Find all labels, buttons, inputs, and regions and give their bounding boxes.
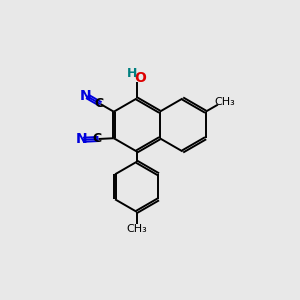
Text: H: H xyxy=(127,67,137,80)
Text: CH₃: CH₃ xyxy=(214,97,235,107)
Text: CH₃: CH₃ xyxy=(126,224,147,235)
Text: C: C xyxy=(94,97,103,110)
Text: O: O xyxy=(135,71,146,85)
Text: N: N xyxy=(80,89,92,103)
Text: N: N xyxy=(76,132,87,146)
Text: C: C xyxy=(92,132,102,145)
